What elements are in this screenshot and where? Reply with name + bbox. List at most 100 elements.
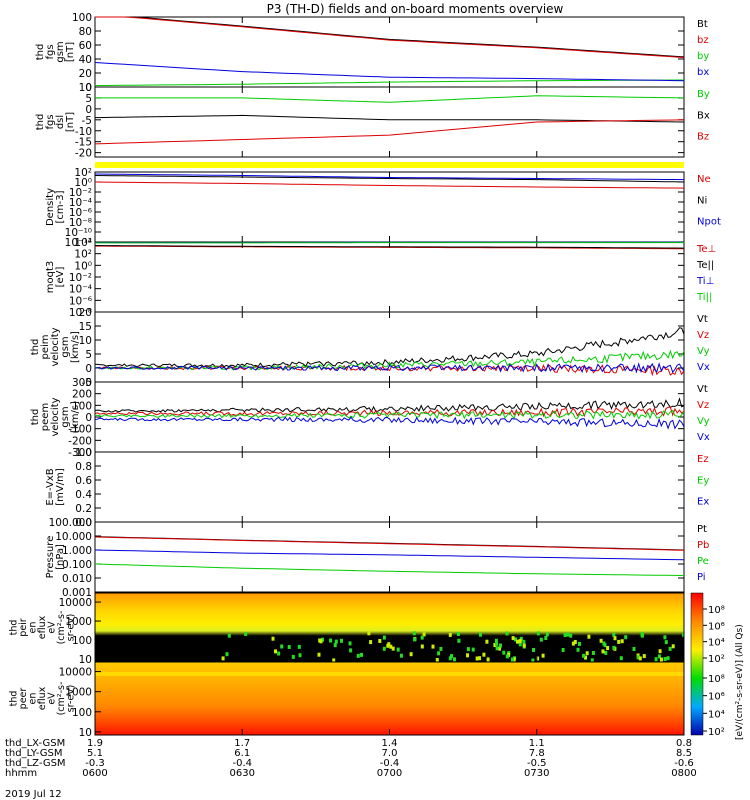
ylabel-line: gsm — [55, 41, 66, 62]
ylabel-line: [nT] — [65, 112, 76, 132]
spectrogram-cell — [512, 657, 516, 662]
orbit-value: 0.8 — [676, 738, 692, 749]
spectrogram-cell — [298, 653, 302, 658]
spectrogram-cell — [437, 651, 441, 656]
orbit-value: -0.3 — [85, 758, 105, 769]
spectrogram-cell — [225, 652, 229, 657]
spectrogram-cell — [569, 633, 573, 638]
spectrogram-cell — [518, 639, 522, 643]
ylabel-line: [nPa] — [55, 544, 66, 570]
spectrogram-cell — [420, 644, 424, 649]
ytick-label: 15 — [79, 321, 92, 333]
ylabel-line: Pressure — [45, 536, 56, 579]
ytick-label: 0 — [85, 363, 92, 375]
spectrogram-cell — [435, 658, 439, 662]
spectrogram-cell — [590, 658, 594, 662]
ytick-label: 20 — [79, 68, 92, 80]
legend-bx: bx — [697, 67, 709, 78]
ytick-label: 5 — [85, 93, 92, 105]
orbit-value: -0.5 — [527, 758, 547, 769]
spectrogram-cell — [360, 652, 363, 657]
ytick-label: 10⁴ — [74, 237, 92, 249]
ytick-label: 10⁻⁴ — [69, 284, 92, 296]
spectrogram-cell — [511, 657, 514, 662]
ytick-label: 0 — [85, 104, 92, 116]
ylabel-line: moqt3 — [45, 261, 56, 294]
spectrogram-fill — [95, 593, 684, 662]
legend-Vx: Vx — [697, 432, 710, 443]
ylabel-line: eV — [47, 621, 58, 634]
spectrogram-cell — [457, 638, 461, 643]
series-line-Pe — [94, 563, 685, 576]
legend-Bt: Bt — [697, 19, 708, 30]
colorbar-tick-label: 10⁸ — [708, 605, 725, 616]
series-line-Ne — [94, 181, 685, 189]
ytick-label: 10⁻⁸ — [69, 217, 92, 229]
spectrogram-cell — [439, 646, 443, 651]
spectrogram-cell — [409, 652, 413, 657]
spectrogram-cell — [329, 638, 333, 643]
spectrogram-cell — [479, 632, 482, 637]
ylabel-line: velocity — [50, 327, 61, 366]
spectrogram-cell — [612, 632, 616, 637]
ytick-label: -100 — [68, 424, 92, 436]
orbit-table: thd_LX-GSM 1.9 1.7 1.4 1.1 0.8 thd_LY-GSM 5.1 6.… — [5, 738, 697, 779]
ytick-label: 1.0 — [75, 447, 92, 459]
ylabel-line: Density — [45, 188, 56, 226]
series-line-Pb — [94, 536, 685, 551]
ytick-label: 1.000 — [62, 545, 92, 557]
ylabel-line: fgs — [45, 114, 56, 129]
spectrogram-cell — [422, 632, 426, 637]
legend-Ex: Ex — [697, 497, 709, 508]
ylabel-line: [cm-3] — [55, 190, 66, 223]
spectrogram-cell — [522, 643, 526, 648]
spectrogram-cell — [584, 655, 587, 660]
ylabel-line: fgs — [45, 44, 56, 59]
spectrogram-cell — [505, 654, 509, 659]
ytick-label: 10000 — [59, 667, 92, 679]
ytick-label: 10⁻² — [69, 272, 92, 284]
spectrogram-cell — [638, 656, 642, 661]
series-line-Bx — [94, 114, 685, 123]
colorbar-tick-label: 10² — [708, 654, 725, 665]
colorbar-tick-label: 10⁸ — [708, 674, 725, 685]
legend-Npot: Npot — [697, 217, 721, 228]
ytick-label: 10 — [79, 335, 92, 347]
series-line-Bt — [95, 16, 685, 58]
spectrogram-cell — [340, 638, 343, 643]
spectrogram-cell — [642, 654, 646, 659]
spectrogram-cell — [378, 639, 382, 643]
spectrogram-cell — [541, 653, 545, 658]
ytick-label: 10 — [79, 727, 92, 739]
spectrogram-cell — [453, 657, 456, 662]
spectrogram-cell — [482, 652, 486, 657]
figure-title: P3 (TH-D) fields and on-board moments ov… — [267, 2, 564, 16]
spectrogram-cell — [420, 635, 424, 640]
orbit-value: 7.8 — [529, 748, 545, 759]
spectrogram-cell — [613, 636, 617, 641]
spectrogram-cell — [571, 641, 575, 646]
ylabel-line: peer — [18, 688, 29, 710]
spectrogram-cell — [544, 636, 548, 640]
spectrogram-cell — [495, 641, 498, 646]
ylabel-line: en — [28, 693, 39, 705]
spectrogram-cell — [332, 658, 336, 662]
spectrogram-cell — [386, 643, 390, 648]
ytick-label: 10⁻¹⁰ — [65, 227, 92, 239]
spectrogram-cell — [518, 642, 522, 647]
ytick-label: -20 — [75, 148, 92, 160]
ylabel-line: velocity — [50, 397, 61, 436]
orbit-value: 1.7 — [234, 738, 250, 749]
spectrogram-cell — [498, 646, 501, 651]
spectrogram-cell — [334, 639, 338, 644]
series-line-Vy — [94, 349, 685, 371]
spectrogram-cell — [280, 644, 284, 649]
ylabel-line: dsl — [55, 115, 66, 129]
spectrogram-cell — [466, 647, 470, 652]
spectrogram-cell — [658, 649, 662, 654]
ytick-label: 100.000 — [49, 517, 92, 529]
spectrogram-cell — [536, 631, 540, 636]
ytick-label: 100 — [72, 635, 92, 647]
spectrogram-cell — [391, 646, 395, 651]
